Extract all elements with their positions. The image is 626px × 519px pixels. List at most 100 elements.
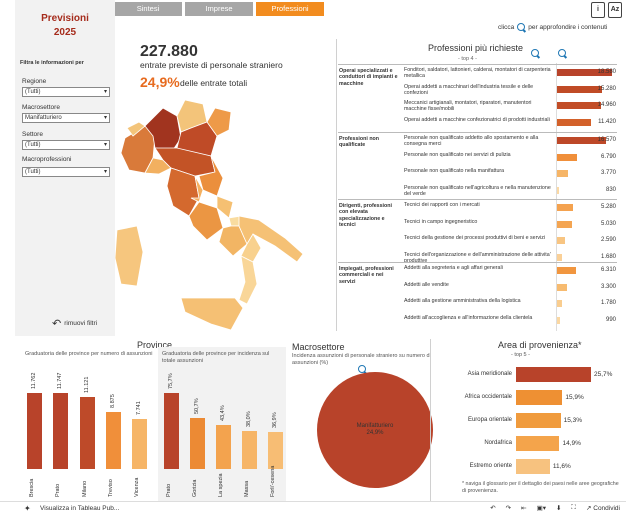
professioni-bar[interactable] <box>557 186 560 194</box>
tab-imprese[interactable]: Imprese <box>185 2 253 16</box>
professioni-row-label[interactable]: Addetti all'accoglienza e all'informazio… <box>404 314 533 321</box>
professioni-row-label[interactable]: Personale non qualificato nei servizi di… <box>404 151 511 158</box>
area-bar[interactable] <box>516 436 560 451</box>
page-year: 2025 <box>53 27 77 38</box>
filter-select-macroprofessioni[interactable]: (Tutti) <box>22 167 110 177</box>
province-category: Prato <box>55 483 61 497</box>
group-divider <box>338 199 617 200</box>
professioni-bar[interactable] <box>557 118 591 126</box>
professioni-row-label[interactable]: Fonditori, saldatori, lattonieri, calder… <box>404 67 551 80</box>
province-bar[interactable] <box>216 425 231 469</box>
professioni-group-label: Professioni non qualificate <box>339 136 380 149</box>
province-bar-value: 11.121 <box>84 376 90 394</box>
professioni-value: 2.590 <box>600 237 616 243</box>
province-category: Massa <box>244 480 250 497</box>
professioni-bar[interactable] <box>557 267 576 274</box>
download-icon[interactable]: ⬇ <box>555 505 562 512</box>
area-bar[interactable] <box>516 367 591 382</box>
province-bar[interactable] <box>164 393 179 469</box>
zoom-icon <box>517 23 526 31</box>
professioni-bar[interactable] <box>557 69 612 76</box>
professioni-row-label[interactable]: Tecnici della gestione dei processi prod… <box>404 235 546 241</box>
professioni-row-label[interactable]: Operai addetti a macchine confezionatric… <box>404 116 550 123</box>
area-bar[interactable] <box>516 459 550 474</box>
info-icon[interactable]: i <box>591 2 605 18</box>
professioni-value: 11.420 <box>598 118 616 125</box>
glossary-icon[interactable]: Az <box>608 2 622 18</box>
professioni-group-label: Operai specializzati e conduttori di imp… <box>339 68 398 87</box>
professioni-row-label[interactable]: Addetti alla segreteria e agli affari ge… <box>404 265 503 271</box>
filter-select-regione[interactable]: (Tutti) <box>22 87 110 97</box>
macrosettore-pie-label: Manifatturiero 24,9% <box>317 423 433 437</box>
reset-label: rimuovi filtri <box>64 320 98 327</box>
reset-icon[interactable]: ⇤ <box>521 505 527 512</box>
undo-icon[interactable]: ↶ <box>490 505 496 512</box>
province-bar[interactable] <box>242 430 257 469</box>
pie-slice-value: 24,9% <box>366 430 384 436</box>
professioni-row-label[interactable]: Operai addetti a macchinari dell'industr… <box>404 83 534 96</box>
map-region-friuli <box>206 107 232 137</box>
tab-professioni[interactable]: Professioni <box>256 2 324 16</box>
device-icon[interactable]: ▣▾ <box>536 505 546 512</box>
professioni-bar[interactable] <box>557 153 578 161</box>
province-bar[interactable] <box>53 393 68 469</box>
professioni-bar[interactable] <box>557 300 563 307</box>
area-bar[interactable] <box>516 390 563 405</box>
professioni-bar[interactable] <box>557 170 569 177</box>
area-title: Area di provenienza* <box>498 340 582 350</box>
fullscreen-icon[interactable]: ⛶ <box>571 504 576 511</box>
professioni-bar[interactable] <box>557 85 603 93</box>
professioni-value: 6.310 <box>600 267 616 273</box>
professioni-row-label[interactable]: Personale non qualificato nella manifatt… <box>404 168 505 174</box>
professioni-row-label[interactable]: Addetti alla gestione amministrativa del… <box>404 298 521 304</box>
area-category: Asia meridionale <box>467 371 512 377</box>
professioni-row-label[interactable]: Tecnici in campo ingegneristico <box>404 218 478 225</box>
professioni-bar[interactable] <box>557 283 567 291</box>
professioni-bar[interactable] <box>557 316 560 324</box>
province-bar[interactable] <box>106 411 121 469</box>
area-bar[interactable] <box>516 413 561 428</box>
professioni-bar[interactable] <box>557 220 572 228</box>
province-right-subtitle: Graduatoria delle province per incidenza… <box>162 351 270 364</box>
professioni-row-label[interactable]: Personale non qualificato addetto allo s… <box>404 135 539 148</box>
tableau-link[interactable]: Visualizza in Tableau Pub... <box>40 505 120 512</box>
divider <box>556 63 557 331</box>
professioni-row-label[interactable]: Tecnici dell'organizzazione e dell'ammin… <box>404 251 551 264</box>
professioni-bar[interactable] <box>557 237 565 244</box>
professioni-bar[interactable] <box>557 253 562 261</box>
filter-select-macrosettore[interactable]: Manifatturiero <box>22 113 110 123</box>
area-panel <box>430 339 619 501</box>
province-category: Vicenza <box>134 477 140 497</box>
map-region-sicilia <box>180 297 244 331</box>
pie-slice-name: Manifatturiero <box>356 423 394 429</box>
province-bar-value: 38,0% <box>246 411 252 427</box>
professioni-bar[interactable] <box>557 102 602 109</box>
filter-label-regione: Regione <box>22 78 47 85</box>
professioni-row-label[interactable]: Tecnici dei rapporti con i mercati <box>404 202 480 208</box>
province-category: La spezia <box>218 473 224 497</box>
group-divider <box>338 262 617 263</box>
professioni-row-label[interactable]: Personale non qualificato nell'agricoltu… <box>404 184 551 197</box>
province-bar[interactable] <box>132 418 147 469</box>
share-button[interactable]: ↗ Condividi <box>586 504 620 512</box>
reset-filters-button[interactable]: ↶ rimuovi filtri <box>52 317 97 330</box>
professioni-row-label[interactable]: Meccanici artigianali, montatori, ripara… <box>404 100 532 113</box>
province-bar[interactable] <box>190 418 205 469</box>
professioni-row-label[interactable]: Addetti alle vendite <box>404 281 449 288</box>
macrosettore-pie-slice[interactable] <box>317 372 433 488</box>
tab-sintesi[interactable]: Sintesi <box>114 2 182 16</box>
province-bar[interactable] <box>268 431 283 469</box>
italy-map[interactable] <box>115 98 330 338</box>
area-value: 15,9% <box>565 394 584 401</box>
map-region-basilicata <box>240 233 262 263</box>
province-bar[interactable] <box>27 393 42 469</box>
province-category: Brescia <box>29 478 35 497</box>
filter-select-settore[interactable]: (Tutti) <box>22 140 110 150</box>
professioni-bar[interactable] <box>557 137 607 144</box>
redo-icon[interactable]: ↷ <box>505 505 512 512</box>
zoom-icon[interactable] <box>531 49 539 57</box>
info-zoom-icon[interactable] <box>558 49 567 57</box>
professioni-bar[interactable] <box>557 204 573 211</box>
province-bar-value: 11.747 <box>57 372 63 390</box>
province-bar[interactable] <box>80 397 95 469</box>
